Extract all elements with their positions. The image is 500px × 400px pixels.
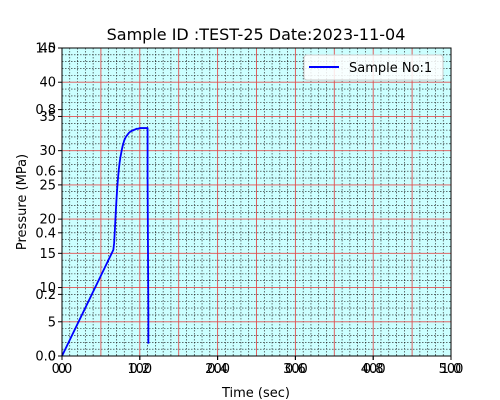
x-tick-label: 0: [58, 362, 66, 377]
y-tick-label: 10: [39, 281, 56, 296]
ghost-x-tick-label: 0.0: [52, 362, 73, 377]
chart-title: Sample ID :TEST-25 Date:2023-11-04: [107, 25, 406, 44]
y-tick-label: 30: [39, 144, 56, 159]
x-tick-label: 300: [283, 362, 308, 377]
ghost-y-tick-label: 0.4: [35, 226, 56, 241]
x-tick-label: 100: [127, 362, 152, 377]
y-tick-label: 20: [39, 213, 56, 228]
ghost-y-tick-label: 0.2: [35, 288, 56, 303]
x-tick-label: 200: [205, 362, 230, 377]
legend: Sample No:1: [303, 54, 444, 81]
ghost-y-tick-label: 0.6: [35, 165, 56, 180]
y-tick-label: 35: [39, 110, 56, 125]
series-layer: [61, 127, 150, 357]
ghost-x-tick-label: 1.0: [441, 362, 462, 377]
legend-entry-label: Sample No:1: [349, 61, 432, 76]
y-tick-label: 40: [39, 76, 56, 91]
ghost-x-tick-label: 0.4: [207, 362, 228, 377]
ghost-y-tick-label: 0.0: [35, 350, 56, 365]
ghost-y-axis: 0.0 0.2 0.4 0.6 0.8 1.0: [35, 42, 62, 365]
x-tick-label: 400: [361, 362, 386, 377]
x-axis-label: Time (sec): [221, 386, 290, 400]
ghost-y-tick-label: 1.0: [35, 42, 56, 57]
y-tick-label: 5: [48, 315, 56, 330]
ghost-x-tick-label: 0.2: [129, 362, 150, 377]
y-tick-label: 45: [39, 42, 56, 57]
ghost-x-tick-label: 0.6: [285, 362, 306, 377]
ghost-x-axis: 0.0 0.2 0.4 0.6 0.8 1.0: [52, 356, 462, 377]
x-tick-label: 500: [439, 362, 464, 377]
x-axis: 0 100 200 300 400 500: [58, 356, 464, 377]
plot-frame: [61, 47, 452, 357]
ghost-x-tick-label: 0.8: [363, 362, 384, 377]
y-tick-label: 15: [39, 247, 56, 262]
series-line: [61, 127, 150, 357]
y-axis-label: Pressure (MPa): [15, 154, 30, 250]
ghost-y-tick-label: 0.8: [35, 103, 56, 118]
y-axis: 0 5 10 15 20 25 30 35 40 45: [39, 42, 62, 365]
legend-box: [303, 54, 444, 81]
y-tick-label: 0: [48, 350, 56, 365]
y-tick-label: 25: [39, 178, 56, 193]
major-grid: [61, 47, 452, 357]
